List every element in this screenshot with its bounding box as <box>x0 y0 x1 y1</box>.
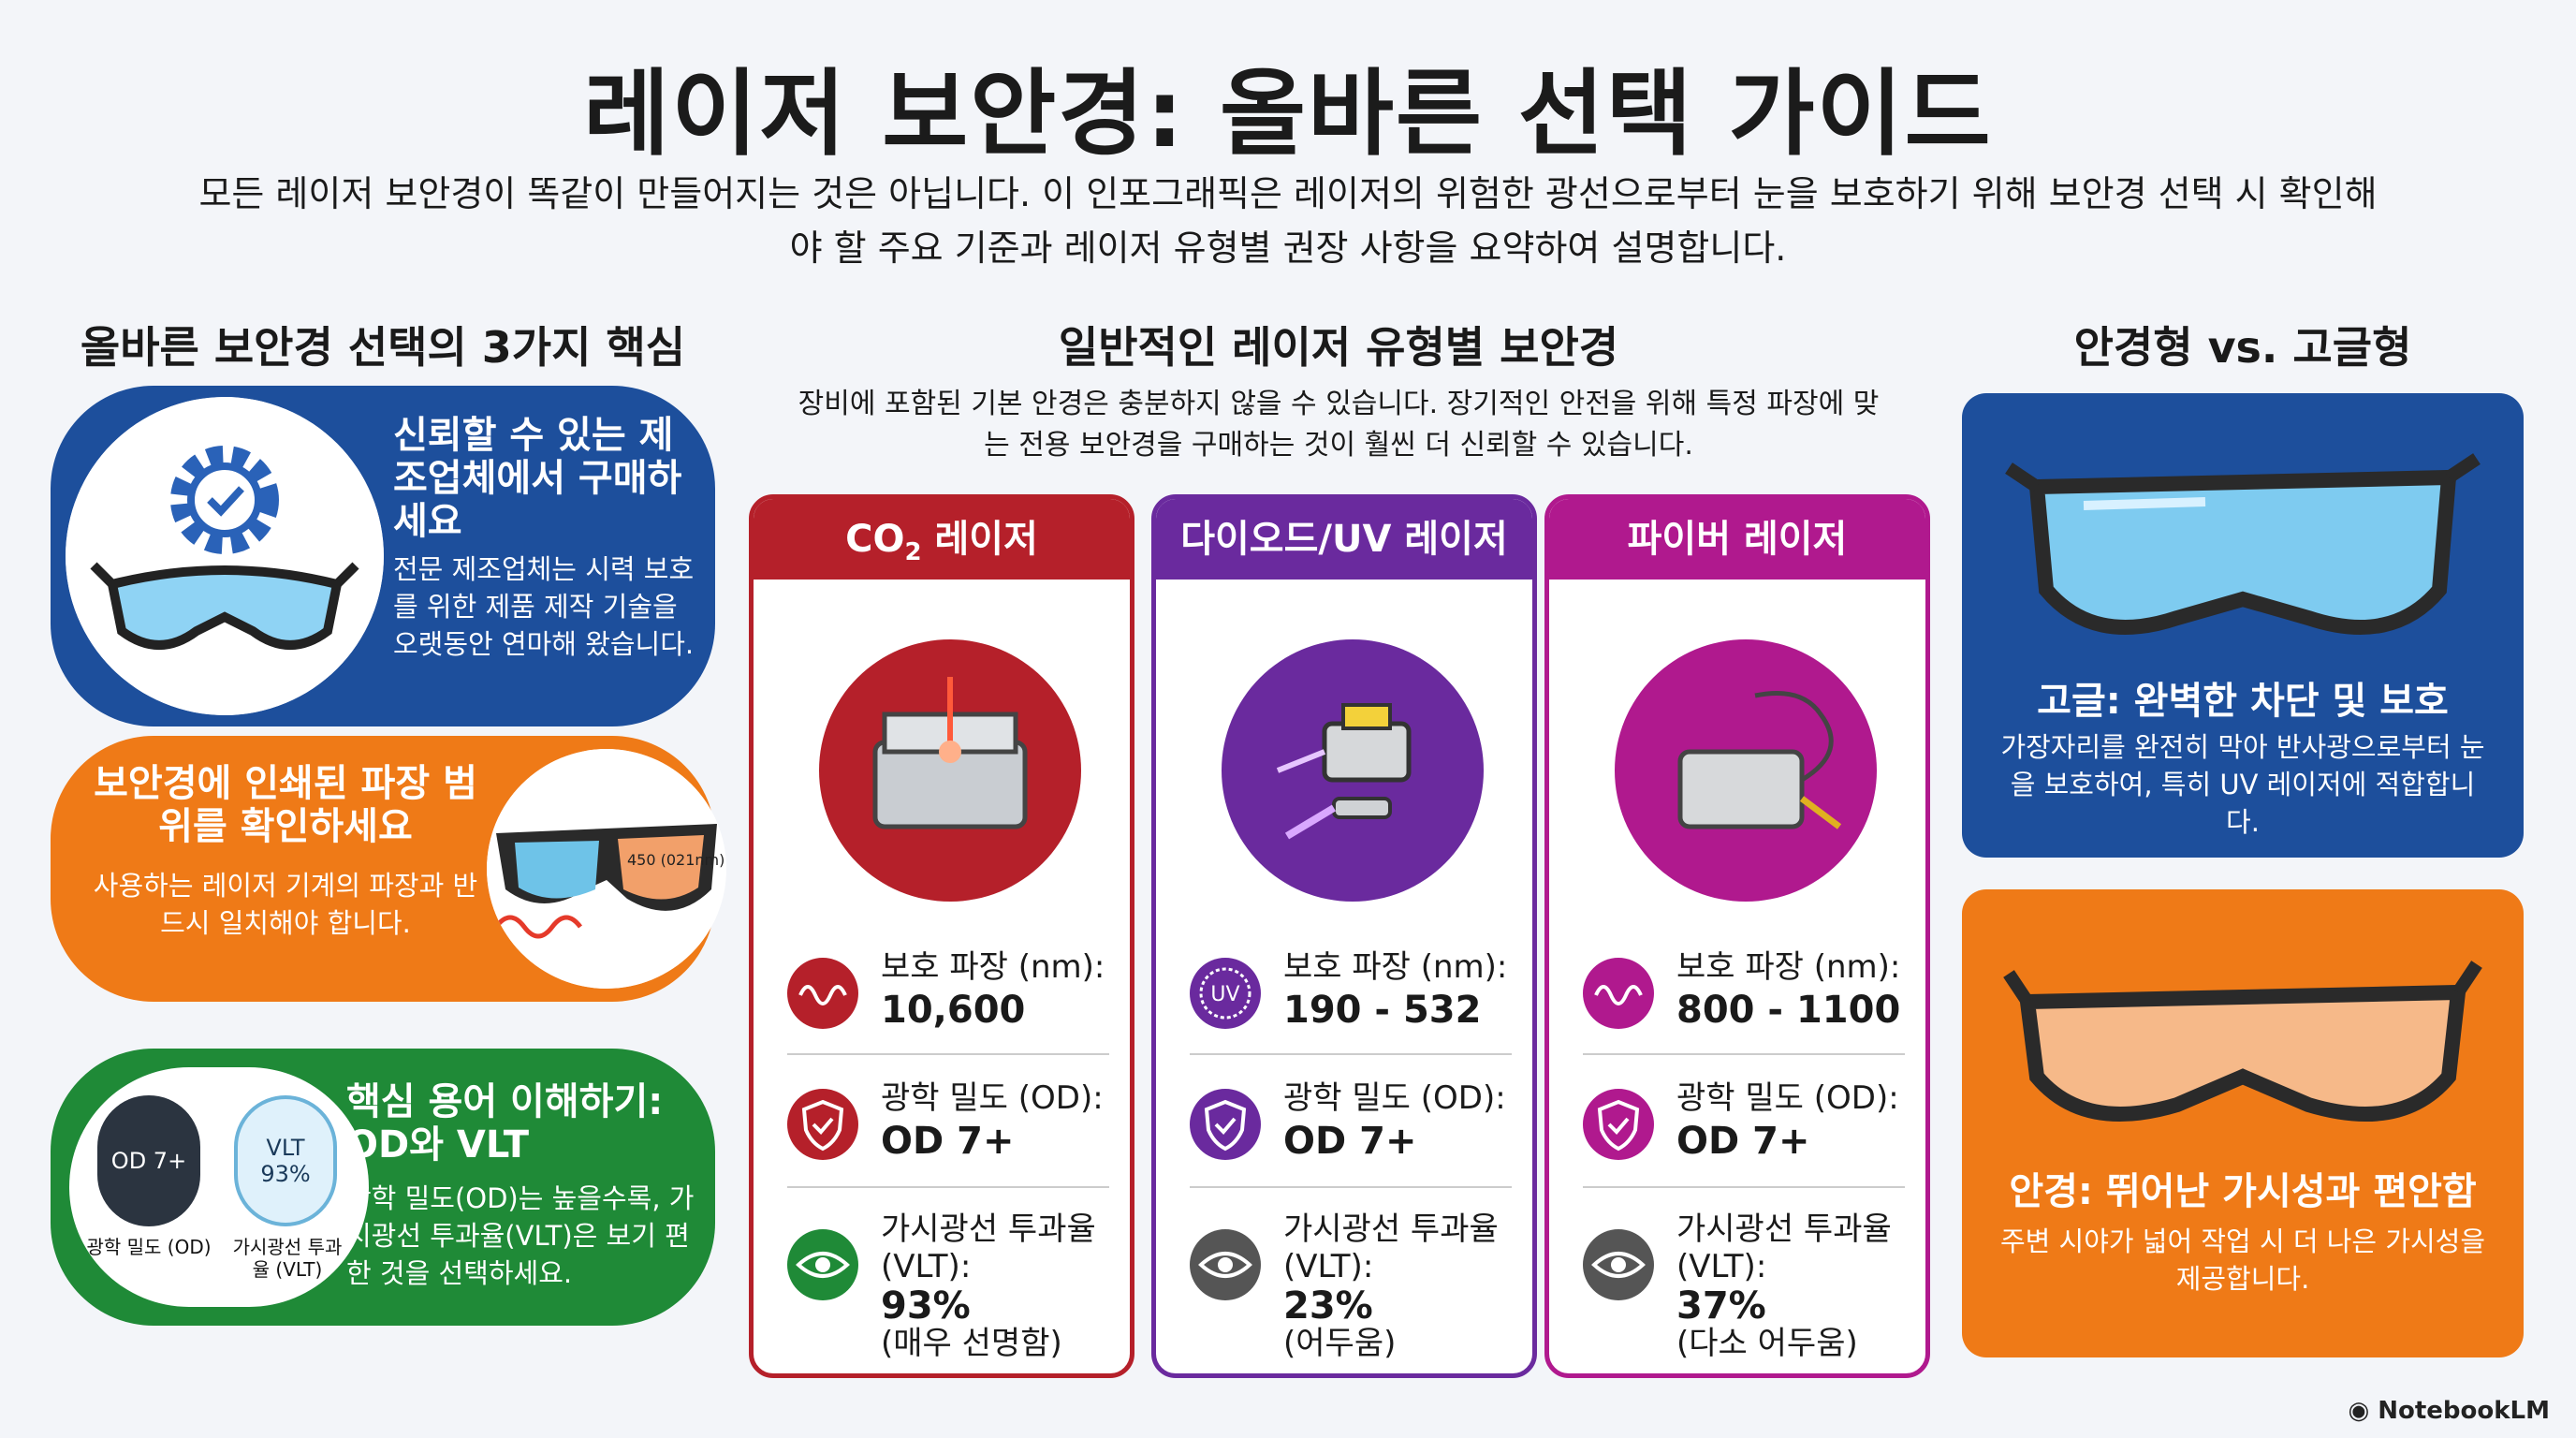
uv-icon-label: UV <box>1210 983 1239 1006</box>
wavelength-label: 보호 파장 (nm): <box>1676 948 1901 986</box>
middle-heading: 일반적인 레이저 유형별 보안경 <box>1058 322 1619 373</box>
right-heading: 안경형 vs. 고글형 <box>2073 322 2412 373</box>
vlt-value: 23% <box>1283 1284 1373 1328</box>
card-title: 보안경에 인쇄된 파장 범위를 확인하세요 <box>94 762 477 848</box>
middle-subtext: 장비에 포함된 기본 안경은 충분하지 않을 수 있습니다. 장기적인 안전을 … <box>798 388 1880 462</box>
vlt-row: 가시광선 투과율 (VLT): 23% (어두움) <box>1190 1211 1512 1370</box>
wavelength-value: 190 - 532 <box>1283 989 1482 1032</box>
page-title: 레이저 보안경: 올바른 선택 가이드 <box>583 59 1993 169</box>
glasses-icon <box>1999 936 2486 1152</box>
card-terms: OD 7+ VLT 93% 광학 밀도 (OD) 가시광선 투과율 (VLT) … <box>51 1049 715 1326</box>
shield-icon <box>1583 1089 1654 1160</box>
od-row: 광학 밀도 (OD): OD 7+ <box>1583 1079 1905 1173</box>
lens-text: 450 (021nm) 0000000 <box>627 851 726 869</box>
card-title: 핵심 용어 이해하기: OD와 VLT <box>346 1080 664 1167</box>
eye-icon <box>1583 1229 1654 1300</box>
intro-text: 모든 레이저 보안경이 똑같이 만들어지는 것은 아닙니다. 이 인포그래픽은 … <box>198 173 2378 269</box>
vlt-note: (어두움) <box>1283 1325 1397 1362</box>
laser-machine-icon <box>1615 639 1877 902</box>
od-label: 광학 밀도 (OD): <box>1676 1079 1899 1117</box>
vlt-disc: VLT 93% <box>234 1095 337 1226</box>
laser-column-header: CO2 레이저 <box>754 499 1130 580</box>
vlt-value: 37% <box>1676 1284 1766 1328</box>
wave-icon <box>1583 958 1654 1029</box>
od-value: OD 7+ <box>1676 1120 1810 1163</box>
row-divider <box>787 1186 1109 1188</box>
od-value: OD 7+ <box>881 1120 1015 1163</box>
card-title: 신뢰할 수 있는 제조업체에서 구매하세요 <box>393 414 682 543</box>
goggles-icon <box>1999 431 2486 665</box>
laser-column-header: 파이버 레이저 <box>1549 499 1925 580</box>
vlt-row: 가시광선 투과율 (VLT): 93% (매우 선명함) <box>787 1211 1109 1370</box>
eye-icon <box>787 1229 858 1300</box>
wavelength-label: 보호 파장 (nm): <box>1283 948 1508 986</box>
goggles-gear-icon <box>66 397 384 715</box>
brand-label: ◉ NotebookLM <box>2348 1397 2550 1425</box>
od-vlt-illustration: OD 7+ VLT 93% 광학 밀도 (OD) 가시광선 투과율 (VLT) <box>69 1067 369 1307</box>
vlt-row: 가시광선 투과율 (VLT): 37% (다소 어두움) <box>1583 1211 1905 1370</box>
shield-icon <box>787 1089 858 1160</box>
laser-name-rest: 레이저 <box>921 518 1038 561</box>
od-disc: OD 7+ <box>97 1095 200 1226</box>
row-divider <box>1190 1053 1512 1055</box>
laser-name: 파이버 레이저 <box>1627 518 1848 561</box>
card-desc: 전문 제조업체는 시력 보호를 위한 제품 제작 기술을 오랫동안 연마해 왔습… <box>393 553 695 660</box>
laser-machine-icon <box>1222 639 1484 902</box>
vlt-note: (매우 선명함) <box>881 1325 1062 1362</box>
wave-icon <box>787 958 858 1029</box>
vlt-value: 93% <box>881 1284 971 1328</box>
left-heading: 올바른 보안경 선택의 3가지 핵심 <box>80 322 686 373</box>
vlt-label: 가시광선 투과율 (VLT): <box>1676 1211 1892 1285</box>
card-desc: 사용하는 레이저 기계의 파장과 반드시 일치해야 합니다. <box>93 870 478 939</box>
row-divider <box>1190 1186 1512 1188</box>
od-row: 광학 밀도 (OD): OD 7+ <box>787 1079 1109 1173</box>
vlt-label: 가시광선 투과율 (VLT): <box>1283 1211 1499 1285</box>
card-manufacturer: 신뢰할 수 있는 제조업체에서 구매하세요 전문 제조업체는 시력 보호를 위한… <box>51 386 715 726</box>
card-glasses: 안경: 뛰어난 가시성과 편안함 주변 시야가 넓어 작업 시 더 나은 가시성… <box>1962 889 2524 1357</box>
laser-name: 다이오드/UV 레이저 <box>1180 518 1508 561</box>
wavelength-row: 보호 파장 (nm): 10,600 <box>787 948 1109 1042</box>
od-label: 광학 밀도 (OD): <box>1283 1079 1506 1117</box>
vlt-label: 가시광선 투과율 (VLT): <box>881 1211 1096 1285</box>
vlt-note: (다소 어두움) <box>1676 1325 1858 1362</box>
card-desc: 주변 시야가 넓어 작업 시 더 나은 가시성을 제공합니다. <box>1999 1225 2486 1295</box>
printed-lens-glasses-icon: 450 (021nm) 0000000 <box>487 749 726 989</box>
card-desc: 광학 밀도(OD)는 높을수록, 가시광선 투과율(VLT)은 보기 편한 것을… <box>346 1182 695 1289</box>
row-divider <box>787 1053 1109 1055</box>
wavelength-value: 800 - 1100 <box>1676 989 1901 1032</box>
wave-icon: UV <box>1190 958 1261 1029</box>
row-divider <box>1583 1053 1905 1055</box>
wavelength-row: UV 보호 파장 (nm): 190 - 532 <box>1190 948 1512 1042</box>
wavelength-value: 10,600 <box>881 989 1026 1032</box>
laser-column-2: 파이버 레이저 보호 파장 (nm): 800 - 1100 광학 밀도 (OD… <box>1544 494 1930 1378</box>
vlt-caption: 가시광선 투과율 (VLT) <box>232 1236 343 1281</box>
laser-column-1: 다이오드/UV 레이저 UV 보호 파장 (nm): 190 - 532 광학 … <box>1151 494 1537 1378</box>
card-wavelength: 보안경에 인쇄된 파장 범위를 확인하세요 사용하는 레이저 기계의 파장과 반… <box>51 736 726 1002</box>
od-row: 광학 밀도 (OD): OD 7+ <box>1190 1079 1512 1173</box>
card-desc: 가장자리를 완전히 막아 반사광으로부터 눈을 보호하여, 특히 UV 레이저에… <box>2000 731 2485 838</box>
card-goggles: 고글: 완벽한 차단 및 보호 가장자리를 완전히 막아 반사광으로부터 눈을 … <box>1962 393 2524 858</box>
card-title: 고글: 완벽한 차단 및 보호 <box>2037 680 2449 723</box>
shield-icon <box>1190 1089 1261 1160</box>
wavelength-label: 보호 파장 (nm): <box>881 948 1105 986</box>
od-caption: 광학 밀도 (OD) <box>86 1236 212 1258</box>
laser-column-header: 다이오드/UV 레이저 <box>1156 499 1532 580</box>
wavelength-row: 보호 파장 (nm): 800 - 1100 <box>1583 948 1905 1042</box>
laser-machine-icon <box>819 639 1081 902</box>
laser-name-main: CO <box>845 518 905 561</box>
laser-name-sub: 2 <box>904 538 922 566</box>
row-divider <box>1583 1186 1905 1188</box>
laser-column-0: CO2 레이저 보호 파장 (nm): 10,600 광학 밀도 (OD): O… <box>749 494 1134 1378</box>
eye-icon <box>1190 1229 1261 1300</box>
od-value: OD 7+ <box>1283 1120 1417 1163</box>
card-title: 안경: 뛰어난 가시성과 편안함 <box>2009 1170 2477 1213</box>
od-label: 광학 밀도 (OD): <box>881 1079 1104 1117</box>
